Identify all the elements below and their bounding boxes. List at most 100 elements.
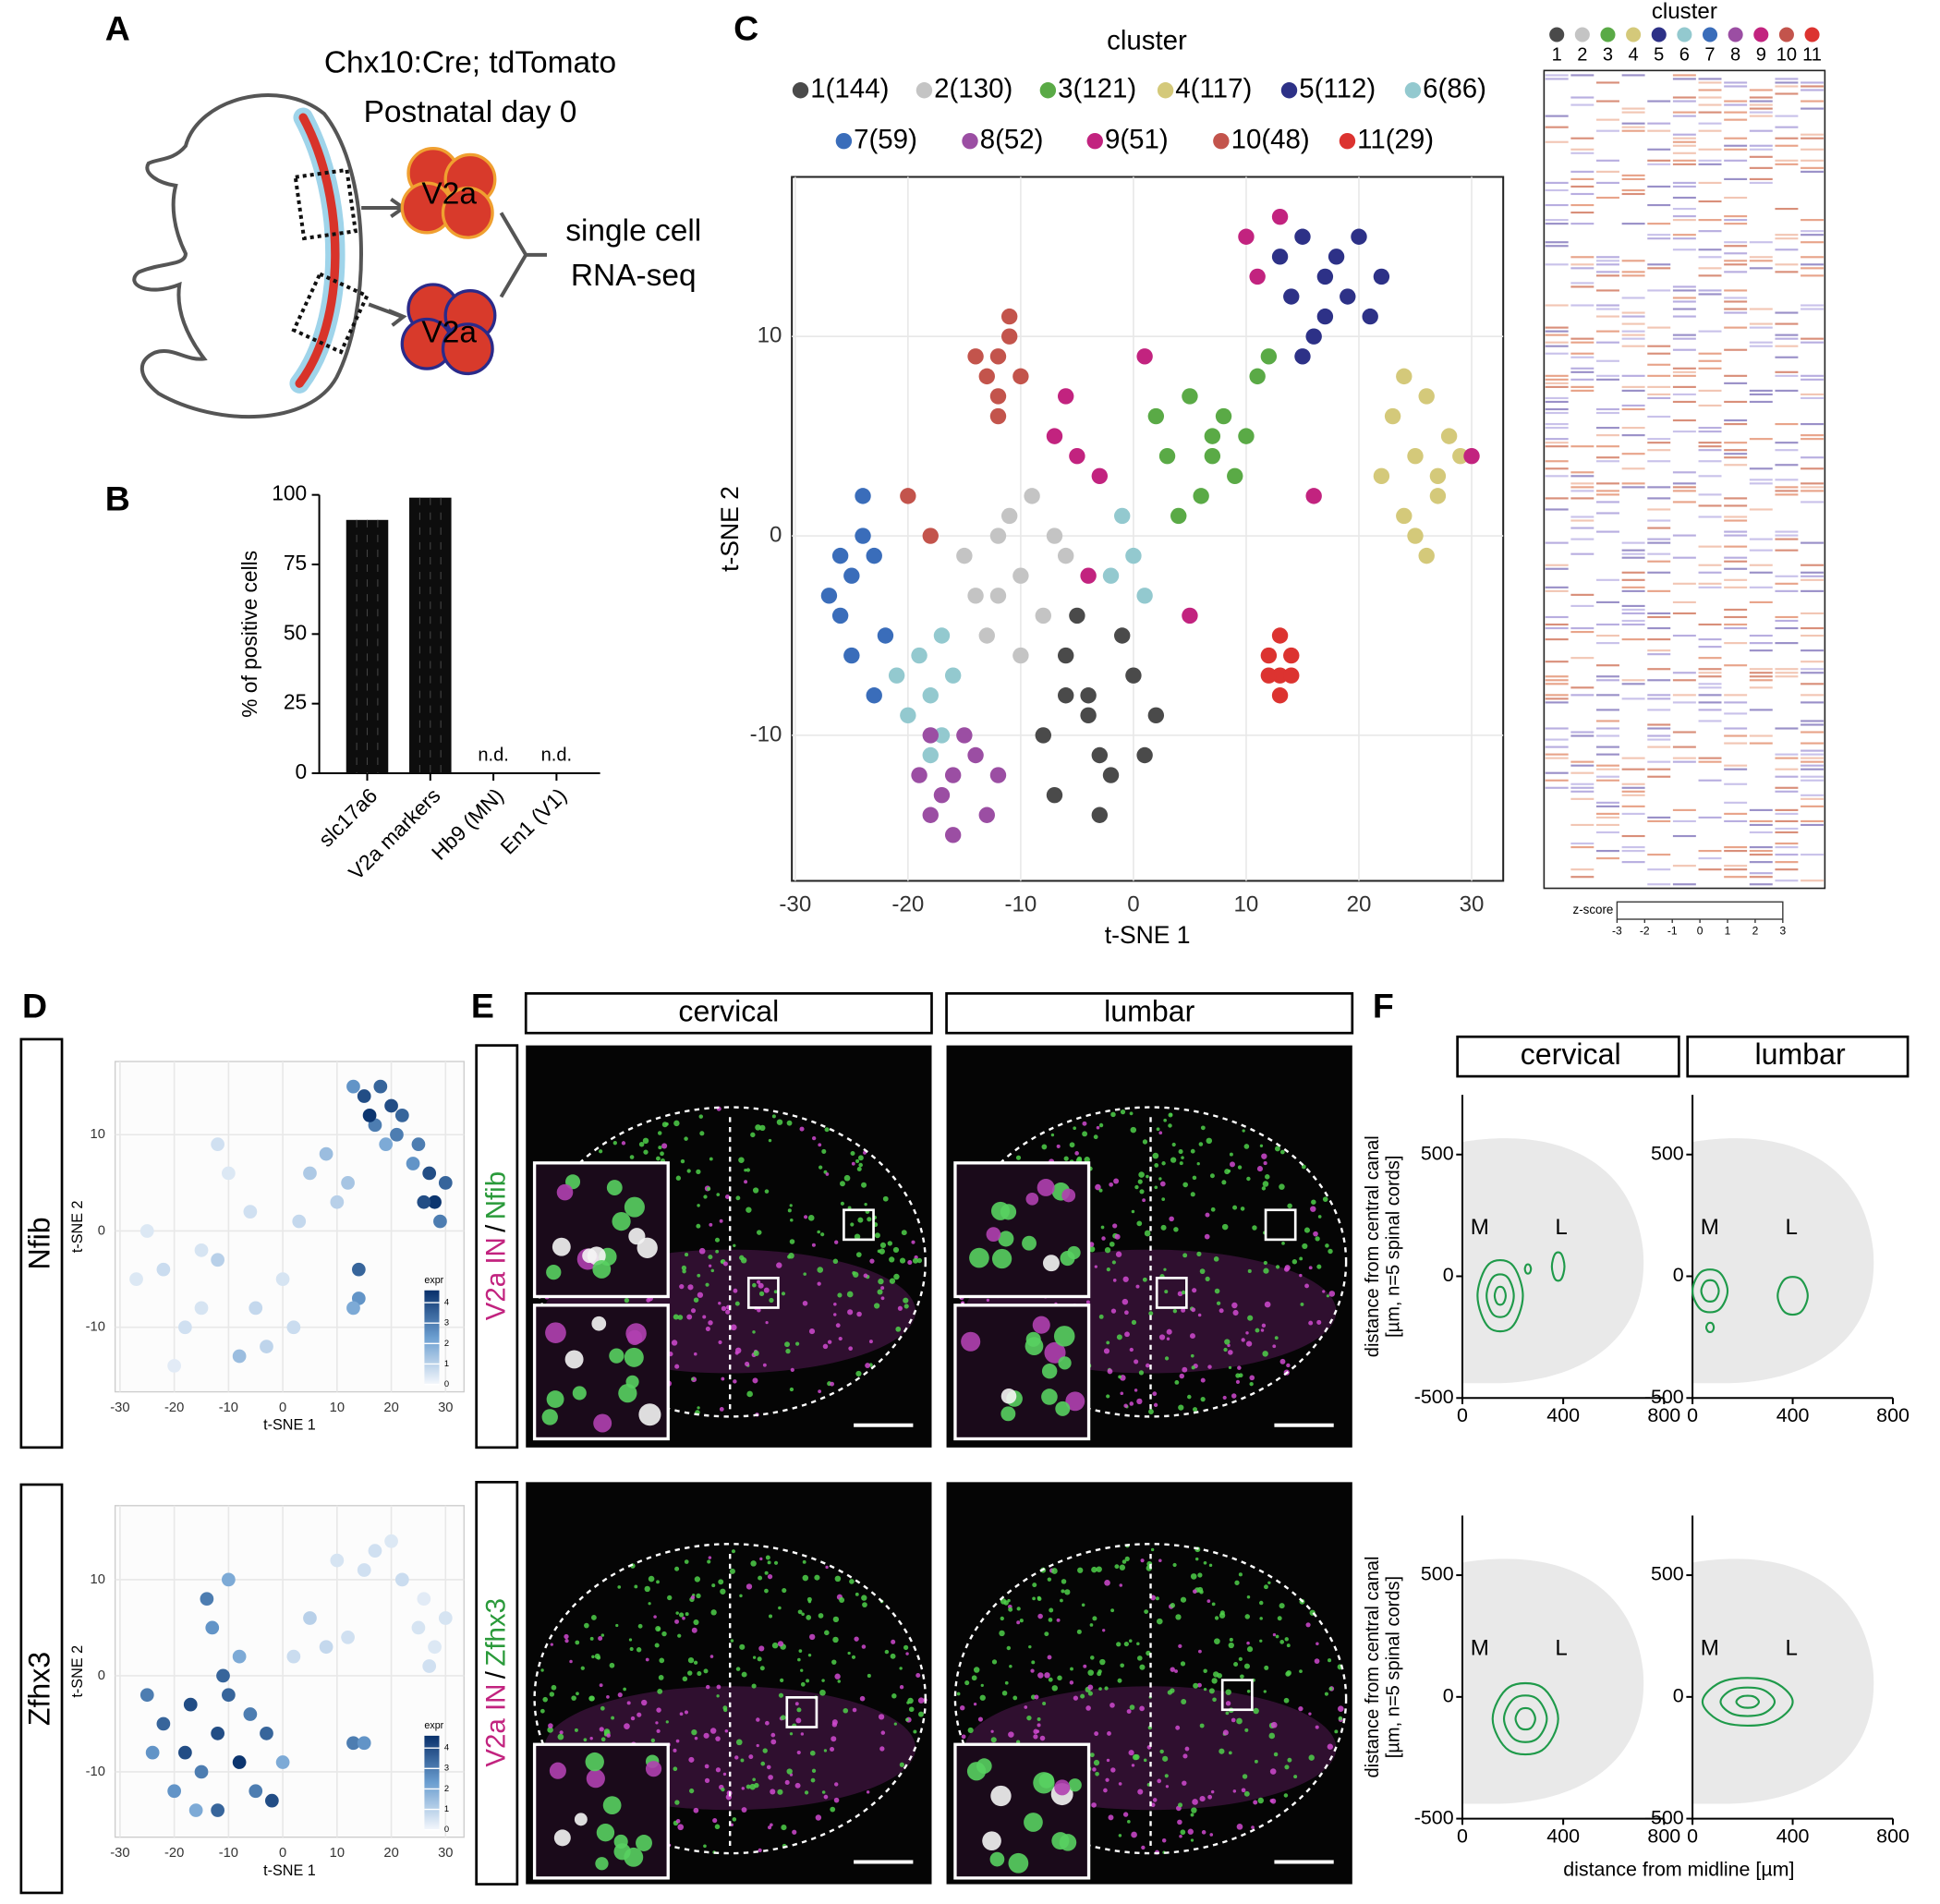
- heatmap-row: [1801, 263, 1825, 266]
- heatmap-row: [1545, 352, 1569, 355]
- fluorescence-dot: [830, 1806, 836, 1813]
- fluorescence-dot: [1070, 1667, 1073, 1671]
- inset-cell: [556, 1183, 574, 1201]
- heatmap-row: [1647, 883, 1671, 886]
- fluorescence-dot: [764, 1189, 770, 1194]
- fluorescence-dot: [1214, 1616, 1219, 1620]
- legend-label: 5(112): [1299, 74, 1376, 104]
- point: [1136, 348, 1153, 365]
- point: [933, 786, 951, 804]
- fluorescence-dot: [1281, 1241, 1285, 1245]
- fluorescence-dot: [834, 1673, 841, 1680]
- heatmap-row: [1570, 731, 1594, 734]
- fluorescence-dot: [903, 1297, 909, 1304]
- fluorescence-dot: [716, 1684, 721, 1690]
- heatmap-row: [1698, 230, 1722, 233]
- fluorescence-dot: [1279, 1603, 1285, 1609]
- fluorescence-dot: [911, 1240, 915, 1244]
- fluorescence-dot: [569, 1659, 573, 1664]
- point: [1147, 707, 1165, 724]
- fluorescence-dot: [1152, 1391, 1158, 1397]
- heatmap-row: [1545, 263, 1569, 266]
- fluorescence-dot: [757, 1230, 762, 1235]
- heatmap-row: [1698, 267, 1722, 270]
- fluorescence-dot: [659, 1657, 665, 1664]
- x-tick-label: 800: [1647, 1825, 1680, 1847]
- fluorescence-dot: [1244, 1614, 1251, 1619]
- heatmap-row: [1698, 404, 1722, 407]
- heatmap-row: [1621, 679, 1645, 682]
- point: [1407, 448, 1424, 465]
- point: [1136, 746, 1153, 764]
- y-tick-label: 0: [1673, 1684, 1684, 1706]
- result-label: single cell: [565, 214, 701, 249]
- fluorescence-dot: [1298, 1705, 1303, 1712]
- fluorescence-dot: [1316, 1642, 1319, 1645]
- density-contour: [1514, 1706, 1536, 1731]
- fluorescence-dot: [1261, 1186, 1267, 1191]
- fluorescence-dot: [1304, 1283, 1309, 1289]
- legend-swatch: [962, 132, 978, 150]
- fluorescence-dot: [850, 1150, 855, 1156]
- fluorescence-dot: [540, 1708, 545, 1714]
- heatmap-row: [1621, 274, 1645, 277]
- fluorescence-dot: [1326, 1294, 1329, 1298]
- fluorescence-dot: [1093, 1759, 1100, 1766]
- heatmap-row: [1621, 782, 1645, 785]
- heatmap-row: [1570, 285, 1594, 288]
- fluorescence-dot: [1175, 1614, 1182, 1620]
- fluorescence-dot: [824, 1127, 830, 1133]
- fluorescence-dot: [598, 1636, 603, 1641]
- y-tick-label: 0: [296, 759, 308, 783]
- heatmap-row: [1545, 683, 1569, 685]
- cluster-label: 5: [1654, 45, 1664, 66]
- heatmap-row: [1724, 374, 1748, 377]
- heatmap-row: [1698, 219, 1722, 222]
- fluorescence-dot: [899, 1667, 903, 1670]
- fluorescence-dot: [854, 1233, 861, 1240]
- heatmap-row: [1801, 635, 1825, 637]
- heatmap-row: [1570, 552, 1594, 555]
- heatmap-row: [1672, 74, 1696, 77]
- fluorescence-dot: [810, 1777, 816, 1783]
- heatmap-row: [1724, 876, 1748, 879]
- cluster-label: 6: [1679, 45, 1690, 66]
- fluorescence-dot: [1104, 1579, 1110, 1586]
- fluorescence-dot: [1213, 1256, 1219, 1262]
- cell-cluster: [400, 283, 497, 376]
- legend-swatch: [792, 82, 809, 99]
- heatmap-row: [1647, 615, 1671, 619]
- x-tick-label: 10: [330, 1401, 345, 1415]
- fluorescence-dot: [1258, 1600, 1264, 1606]
- heatmap-row: [1724, 252, 1748, 255]
- fluorescence-dot: [895, 1326, 902, 1332]
- heatmap-row: [1647, 668, 1671, 671]
- heatmap-row: [1724, 846, 1748, 849]
- fluorescence-dot: [693, 1352, 697, 1356]
- point: [877, 627, 894, 644]
- fluorescence-dot: [615, 1623, 619, 1628]
- fluorescence-dot: [655, 1626, 661, 1632]
- heatmap-row: [1801, 668, 1825, 671]
- heatmap-row: [1647, 486, 1671, 489]
- heatmap-row: [1801, 757, 1825, 759]
- heatmap-row: [1801, 753, 1825, 756]
- heatmap-row: [1595, 675, 1619, 678]
- point: [1429, 467, 1447, 485]
- fluorescence-dot: [1316, 1264, 1322, 1269]
- point: [888, 667, 905, 684]
- point: [1362, 308, 1378, 325]
- heatmap-row: [1545, 541, 1569, 544]
- heatmap-row: [1672, 471, 1696, 474]
- heatmap-row: [1775, 137, 1799, 139]
- heatmap-row: [1595, 600, 1619, 603]
- heatmap-row: [1570, 223, 1594, 225]
- heatmap-row: [1801, 274, 1825, 277]
- fluorescence-dot: [1192, 1589, 1197, 1595]
- fluorescence-dot: [1245, 1340, 1253, 1347]
- heatmap-row: [1672, 418, 1696, 422]
- fluorescence-dot: [971, 1675, 977, 1681]
- heatmap-row: [1621, 322, 1645, 325]
- fluorescence-dot: [1257, 1797, 1265, 1804]
- fluorescence-dot: [977, 1716, 983, 1722]
